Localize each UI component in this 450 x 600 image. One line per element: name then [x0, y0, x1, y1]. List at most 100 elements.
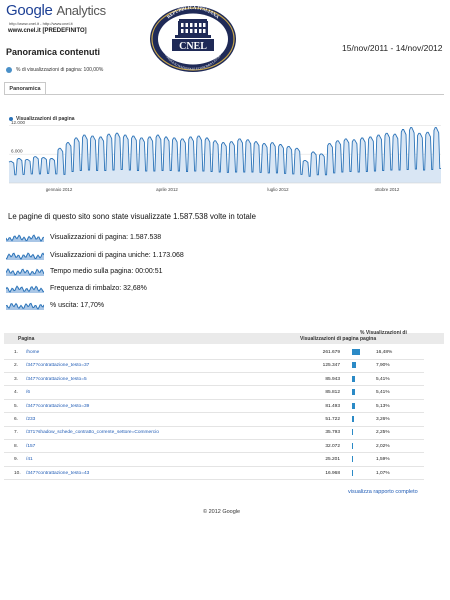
row-pct: 16,48% — [376, 350, 393, 355]
table-row: 1. /home 261.679 16,48% — [4, 347, 424, 358]
segment-row: % di visualizzazioni di pagina: 100,00% — [6, 67, 103, 73]
x-tick-label: ottobre 2012 — [375, 187, 400, 192]
row-divider — [4, 479, 424, 481]
row-pct: 3,26% — [376, 417, 390, 422]
row-share-bar — [352, 456, 353, 463]
row-divider — [4, 412, 424, 414]
row-views: 81.493 — [325, 403, 340, 409]
row-index: 3. — [14, 376, 19, 382]
table-row: 2. /347?contrattazione_testo=37 125.347 7,9… — [4, 360, 424, 371]
tab-divider — [4, 94, 444, 95]
row-pct: 2,25% — [376, 430, 390, 436]
row-page-link[interactable]: /347?contrattazione_testo=5 — [26, 376, 87, 382]
x-tick-label: luglio 2012 — [267, 187, 289, 192]
row-views: 16.968 — [325, 470, 340, 476]
metric-label: Tempo medio sulla pagina: — [50, 268, 134, 275]
table-row: 6. /233 51.722 3,26% — [4, 414, 424, 425]
row-page-link[interactable]: /371?shadow_schede_contratto_corrente_se… — [26, 430, 159, 436]
row-page-link[interactable]: /6 — [26, 390, 31, 396]
row-page-link[interactable]: /home — [26, 350, 40, 355]
metric-value: 17,70% — [80, 302, 105, 309]
row-index: 7. — [14, 430, 19, 436]
row-pct: 7,90% — [376, 363, 390, 369]
row-index: 10. — [14, 470, 21, 476]
col-pct-header: % Visualizzazioni di pagina — [360, 330, 407, 342]
metric-sparkline-icon — [6, 302, 44, 310]
metric-label: Frequenza di rimbalzo: — [50, 285, 122, 292]
row-share-bar — [352, 362, 356, 369]
metric-row: Visualizzazioni di pagina uniche: 1.173.… — [6, 251, 184, 260]
pageviews-line-chart: 12.000 6.000 gennaio 2012 aprile 2012 luglio… — [8, 120, 441, 192]
row-views: 85.943 — [325, 376, 340, 382]
x-tick-label: gennaio 2012 — [46, 187, 73, 192]
metric-value: 1.173.068 — [152, 252, 184, 259]
row-pct: 5,13% — [376, 403, 390, 409]
row-divider — [4, 425, 424, 427]
row-divider — [4, 358, 424, 360]
col-views-header: Visualizzazioni di pagina — [300, 336, 359, 342]
metric-row: Visualizzazioni di pagina: 1.587.538 — [6, 233, 161, 242]
metric-value: 1.587.538 — [130, 234, 162, 241]
metric-value: 00:00:51 — [135, 268, 163, 275]
table-row: 3. /347?contrattazione_testo=5 85.943 5,41% — [4, 374, 424, 385]
row-index: 4. — [14, 390, 19, 396]
row-views: 125.347 — [322, 363, 340, 369]
row-share-bar — [352, 389, 355, 396]
row-page-link[interactable]: /233 — [26, 417, 36, 422]
metric-row: % uscita: 17,70% — [6, 301, 104, 310]
series-line — [8, 127, 441, 177]
metric-sparkline-icon — [6, 234, 44, 242]
row-share-bar — [352, 416, 354, 422]
row-index: 5. — [14, 403, 19, 409]
row-page-link[interactable]: /41 — [26, 457, 33, 463]
row-pct: 2,02% — [376, 443, 390, 449]
date-range[interactable]: 15/nov/2011 - 14/nov/2012 — [342, 43, 443, 53]
row-page-link[interactable]: /347?contrattazione_testo=37 — [26, 363, 90, 369]
row-views: 35.793 — [325, 430, 340, 436]
row-divider — [4, 438, 424, 440]
table-row: 8. /157 32.072 2,02% — [4, 441, 424, 452]
row-index: 9. — [14, 457, 19, 463]
svg-text:CNEL: CNEL — [179, 41, 207, 52]
row-share-bar — [352, 402, 355, 409]
legend-label: Visualizzazioni di pagina — [16, 116, 75, 122]
metric-sparkline-icon — [6, 285, 44, 293]
metric-sparkline-icon — [6, 268, 44, 276]
row-index: 8. — [14, 443, 19, 449]
y-tick-label: 12.000 — [11, 120, 25, 125]
profile-name: www.cnel.it [PREDEFINITO] — [8, 28, 87, 34]
segment-dot-icon — [6, 67, 12, 73]
summary-text: Le pagine di questo sito sono state visu… — [8, 212, 256, 221]
table-row: 4. /6 85.812 5,41% — [4, 387, 424, 398]
full-report-link[interactable]: visualizza rapporto completo — [348, 489, 418, 495]
row-share-bar — [352, 442, 353, 449]
table-header: Pagina Visualizzazioni di pagina % Visua… — [4, 330, 444, 344]
metric-value: 32,68% — [123, 285, 147, 292]
row-views: 32.072 — [325, 443, 340, 449]
row-page-link[interactable]: /347?contrattazione_testo=43 — [26, 470, 90, 476]
tab-panoramica[interactable]: Panoramica — [4, 82, 46, 95]
row-page-link[interactable]: /347?contrattazione_testo=39 — [26, 403, 90, 409]
row-index: 6. — [14, 417, 19, 422]
legend-dot-icon — [9, 117, 13, 121]
row-views: 261.679 — [322, 350, 340, 355]
x-tick-label: aprile 2012 — [156, 187, 178, 192]
row-views: 51.722 — [325, 417, 340, 422]
row-page-link[interactable]: /157 — [26, 443, 36, 449]
row-views: 25.201 — [325, 457, 340, 463]
row-share-bar — [352, 469, 353, 476]
segment-label: % di visualizzazioni di pagina: 100,00% — [16, 67, 104, 73]
metric-sparkline-icon — [6, 252, 44, 260]
row-divider — [4, 398, 424, 400]
row-pct: 1,59% — [376, 457, 390, 463]
metric-label: Visualizzazioni di pagina uniche: — [50, 252, 151, 259]
metric-row: Tempo medio sulla pagina: 00:00:51 — [6, 267, 162, 276]
row-share-bar — [352, 429, 354, 436]
row-pct: 5,41% — [376, 376, 390, 382]
metric-label: % uscita: — [50, 302, 79, 309]
col-page-header: Pagina — [18, 336, 35, 342]
metric-label: Visualizzazioni di pagina: — [50, 234, 129, 241]
google-analytics-logo: Google Analytics — [6, 2, 106, 19]
row-divider — [4, 452, 424, 454]
row-views: 85.812 — [325, 390, 340, 396]
